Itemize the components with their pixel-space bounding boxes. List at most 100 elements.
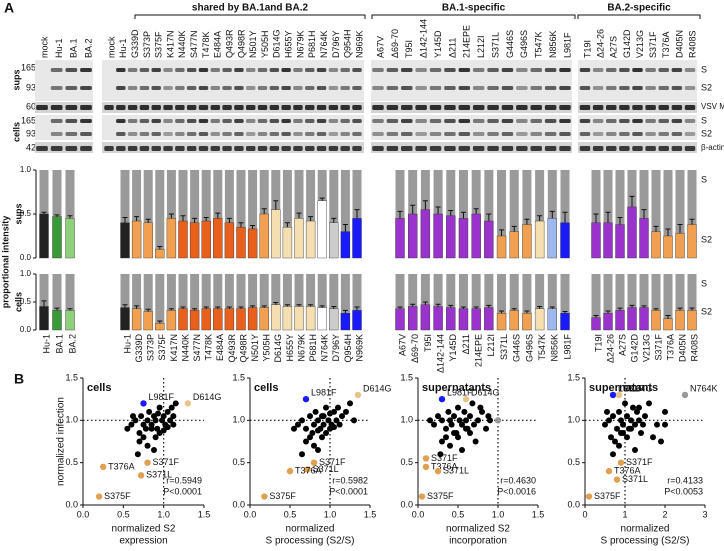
band-label: S (701, 115, 707, 125)
lane-label: G446S (505, 30, 515, 58)
bar (675, 310, 685, 331)
bar-background (236, 170, 246, 258)
x-tick-label: Δ24-26 (605, 334, 615, 363)
blot-band (401, 132, 413, 136)
bar-background (497, 170, 507, 258)
bar (663, 235, 673, 259)
bar (213, 308, 223, 331)
bar (627, 307, 637, 331)
point (642, 413, 648, 420)
blot-band (328, 68, 339, 72)
point (624, 434, 630, 441)
blot-band (645, 86, 656, 90)
highlight-point (422, 455, 430, 462)
group-header: shared by BA.1and BA.2 (192, 3, 309, 14)
point (319, 434, 325, 441)
blot-band (658, 68, 669, 72)
x-tick-label: 214EPE (474, 334, 484, 367)
bar (446, 307, 456, 331)
bar (496, 235, 507, 259)
bar (651, 310, 661, 331)
bar-background (132, 274, 142, 330)
bar-background (132, 170, 142, 258)
bar (560, 222, 570, 259)
blot-band (579, 146, 591, 151)
bar-background (433, 274, 443, 330)
blot-band (458, 132, 471, 136)
point (606, 417, 612, 424)
highlight-point (585, 493, 593, 500)
group-bracket (371, 14, 576, 19)
point (325, 417, 332, 424)
bar (65, 310, 75, 331)
bar (484, 307, 494, 331)
blot-band (645, 68, 656, 72)
error-bar (238, 306, 244, 309)
point (662, 421, 668, 428)
blot-band (269, 132, 280, 136)
x-tick-label: 3 (702, 509, 707, 519)
point (168, 404, 175, 411)
blot-band (316, 105, 327, 110)
blot-band (234, 119, 244, 123)
bar (189, 222, 200, 259)
blot-band (429, 86, 442, 90)
point (467, 430, 473, 437)
point (150, 446, 157, 453)
bar (340, 313, 351, 331)
band-label: VSV M (701, 102, 724, 111)
blot-band (198, 119, 209, 123)
bar (317, 307, 327, 331)
blot-band (316, 68, 327, 72)
marker-label: 93 (26, 82, 36, 92)
point (333, 417, 340, 424)
highlight-point (494, 417, 502, 424)
error-bar (677, 307, 683, 311)
error-bar (157, 246, 163, 250)
error-bar (653, 225, 659, 232)
bar (395, 218, 405, 259)
blot-band (269, 86, 280, 90)
blot-band (340, 105, 350, 110)
blot-band (139, 119, 150, 123)
x-axis-title: S processing (S2/S) (266, 536, 355, 547)
bar (627, 206, 637, 259)
stack-label: S2 (701, 306, 712, 316)
point (291, 425, 297, 432)
blot-band (487, 132, 499, 136)
blot-band (340, 119, 350, 123)
blot-band (186, 68, 197, 72)
x-tick-label: S371L (499, 334, 509, 360)
lane-label: Q954H (343, 29, 353, 58)
blot-band (127, 132, 138, 136)
highlight-point (617, 459, 625, 466)
blot-band (592, 119, 604, 123)
point (455, 404, 461, 411)
blot-band (50, 86, 63, 90)
bar (615, 310, 625, 331)
blot-band (234, 146, 244, 151)
bar (224, 308, 235, 331)
point-label: D614G (193, 392, 222, 402)
error-bar (261, 208, 267, 214)
error-bar (67, 308, 73, 311)
point-label: S371L (622, 474, 648, 484)
point (443, 434, 449, 441)
highlight-point (184, 400, 192, 407)
point (475, 417, 481, 424)
blot-band (293, 68, 303, 72)
blot-band (50, 132, 63, 136)
point-label: D614G (363, 383, 392, 393)
x-tick-label: S375F (157, 334, 167, 361)
point (331, 424, 337, 431)
blot-band (645, 132, 656, 136)
bar-background (497, 274, 507, 330)
blot-strip (102, 60, 364, 101)
blot-band (127, 86, 138, 90)
blot-band (293, 86, 303, 90)
x-axis-title: normalized S2 (446, 524, 510, 535)
error-bar (486, 304, 492, 308)
point (335, 404, 341, 411)
bar (603, 313, 613, 331)
point (144, 417, 151, 424)
